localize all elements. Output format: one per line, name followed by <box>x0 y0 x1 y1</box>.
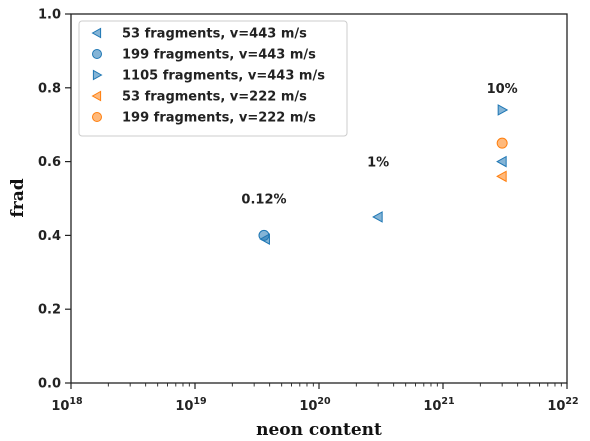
annotation-label: 10% <box>487 82 518 97</box>
legend-label: 53 fragments, v=222 m/s <box>122 90 307 105</box>
x-tick-label: 1019 <box>175 396 206 414</box>
data-point <box>258 229 270 241</box>
y-tick-label: 0.4 <box>38 229 61 244</box>
legend-marker <box>91 27 102 39</box>
annotation-label: 1% <box>367 156 389 171</box>
x-tick-label: 1022 <box>547 396 578 414</box>
y-tick-label: 0.2 <box>38 303 61 318</box>
legend-label: 1105 fragments, v=443 m/s <box>122 69 325 84</box>
legend-label: 199 fragments, v=443 m/s <box>122 48 316 63</box>
data-point <box>497 104 509 116</box>
y-axis-title: frad <box>8 178 28 217</box>
legend-label: 53 fragments, v=443 m/s <box>122 27 307 42</box>
legend-marker <box>92 69 103 81</box>
legend-marker <box>91 90 102 102</box>
y-tick-label: 0.8 <box>38 81 61 96</box>
legend-box <box>78 20 348 137</box>
legend-label: 199 fragments, v=222 m/s <box>122 111 316 126</box>
y-tick-label: 1.0 <box>38 8 61 23</box>
data-point <box>496 137 508 149</box>
x-axis-title: neon content <box>256 420 382 436</box>
y-tick-label: 0.0 <box>38 377 61 392</box>
data-point <box>496 155 507 168</box>
x-tick-label: 1018 <box>51 396 83 414</box>
legend-marker <box>92 49 102 59</box>
legend-marker <box>92 112 102 122</box>
y-tick-label: 0.6 <box>38 155 61 170</box>
annotation-label: 0.12% <box>241 193 286 208</box>
plot-frame <box>70 13 568 384</box>
data-point <box>496 170 507 183</box>
x-tick-label: 1020 <box>299 396 331 414</box>
x-tick-label: 1021 <box>423 396 454 414</box>
data-point <box>372 211 383 223</box>
